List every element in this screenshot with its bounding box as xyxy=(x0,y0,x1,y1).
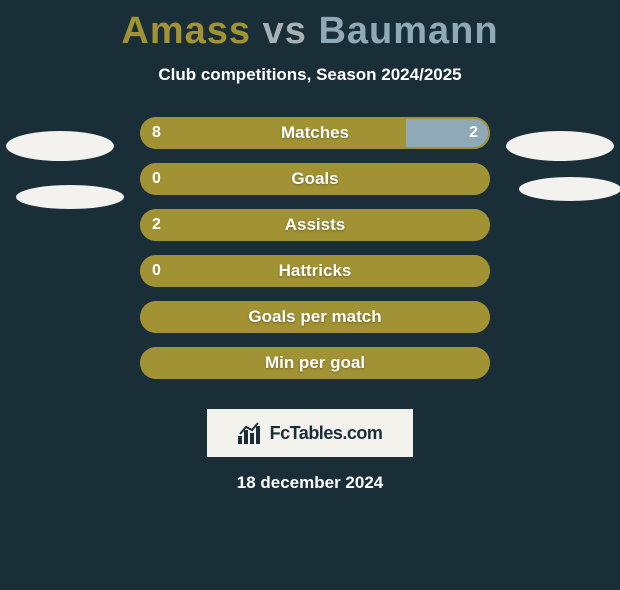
player-badge-left xyxy=(6,131,114,161)
bar-label: Hattricks xyxy=(140,255,490,287)
title-player1: Amass xyxy=(121,10,251,52)
bar-label: Min per goal xyxy=(140,347,490,379)
bar-label: Assists xyxy=(140,209,490,241)
bar-row: Goals per match xyxy=(140,301,490,333)
footer-date: 18 december 2024 xyxy=(0,473,620,493)
subtitle: Club competitions, Season 2024/2025 xyxy=(0,65,620,85)
page-title: Amass vs Baumann xyxy=(0,10,620,53)
player-badge-left xyxy=(16,185,124,209)
bar-value-right: 2 xyxy=(469,117,478,149)
bar-row: Matches8 2 xyxy=(140,117,490,149)
brand-text: FcTables.com xyxy=(270,423,383,444)
title-vs: vs xyxy=(263,10,307,52)
brand-icon xyxy=(238,422,264,444)
bar-value-left: 2 xyxy=(152,209,161,241)
brand-badge: FcTables.com xyxy=(207,409,413,457)
bar-value-left: 8 xyxy=(152,117,161,149)
bar-value-left: 0 xyxy=(152,255,161,287)
bar-label: Matches xyxy=(140,117,490,149)
title-player2: Baumann xyxy=(318,10,498,52)
bar-row: Assists2 xyxy=(140,209,490,241)
bar-value-left: 0 xyxy=(152,163,161,195)
player-badge-right xyxy=(519,177,620,201)
bar-label: Goals per match xyxy=(140,301,490,333)
comparison-chart: Matches82Goals0Assists2Hattricks0Goals p… xyxy=(0,117,620,397)
bars-container: Matches82Goals0Assists2Hattricks0Goals p… xyxy=(140,117,490,393)
bar-row: Hattricks0 xyxy=(140,255,490,287)
player-badge-right xyxy=(506,131,614,161)
bar-label: Goals xyxy=(140,163,490,195)
bar-row: Goals0 xyxy=(140,163,490,195)
bar-row: Min per goal xyxy=(140,347,490,379)
